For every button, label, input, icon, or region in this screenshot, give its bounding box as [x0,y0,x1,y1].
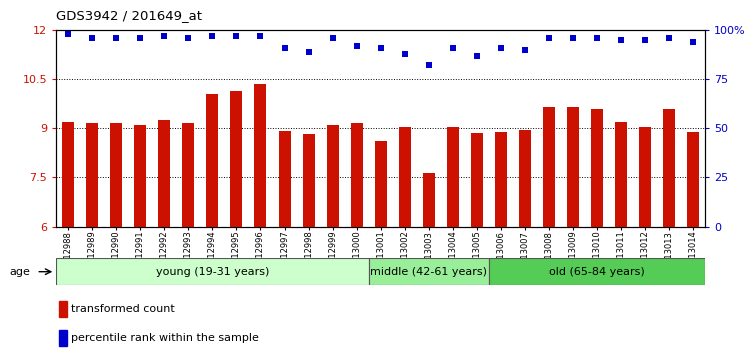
Bar [134,125,146,354]
Bar [62,122,74,354]
Bar [86,124,98,354]
Point [423,63,435,68]
Bar [206,94,218,354]
Bar [230,91,242,354]
Bar [326,125,338,354]
Point [374,45,387,51]
FancyBboxPatch shape [368,258,489,285]
Point [495,45,507,51]
Bar [182,124,194,354]
Point [639,37,651,43]
Bar [374,141,387,354]
FancyBboxPatch shape [489,258,705,285]
Text: middle (42-61 years): middle (42-61 years) [370,267,488,277]
Text: young (19-31 years): young (19-31 years) [156,267,269,277]
Point [158,33,170,39]
Point [519,47,531,52]
Bar [543,107,555,354]
Bar [471,133,483,354]
Point [134,35,146,41]
Bar [591,109,603,354]
Point [687,39,699,45]
Text: GDS3942 / 201649_at: GDS3942 / 201649_at [56,9,202,22]
Point [663,35,675,41]
Point [110,35,122,41]
Point [302,49,314,55]
Bar [519,130,531,354]
Point [86,35,98,41]
Text: age: age [9,267,30,277]
Point [543,35,555,41]
Bar [399,127,411,354]
Bar [567,107,579,354]
Bar [254,84,266,354]
Point [326,35,338,41]
Point [350,43,362,48]
Bar [495,132,507,354]
Bar [687,132,699,354]
Bar [663,109,675,354]
Point [206,33,218,39]
Bar [639,127,651,354]
Point [567,35,579,41]
Bar [302,134,314,354]
Bar [423,172,435,354]
Bar [158,120,170,354]
Point [254,33,266,39]
Bar [615,122,627,354]
Point [182,35,194,41]
Point [615,37,627,43]
Bar [447,127,459,354]
Point [62,31,74,37]
Point [230,33,242,39]
Bar [350,124,362,354]
Point [591,35,603,41]
Point [278,45,290,51]
FancyBboxPatch shape [56,258,368,285]
Bar [59,301,68,317]
Bar [59,330,68,346]
Bar [110,124,122,354]
Text: transformed count: transformed count [70,304,174,314]
Point [471,53,483,58]
Bar [278,131,290,354]
Point [447,45,459,51]
Text: percentile rank within the sample: percentile rank within the sample [70,333,259,343]
Point [399,51,411,57]
Text: old (65-84 years): old (65-84 years) [549,267,645,277]
